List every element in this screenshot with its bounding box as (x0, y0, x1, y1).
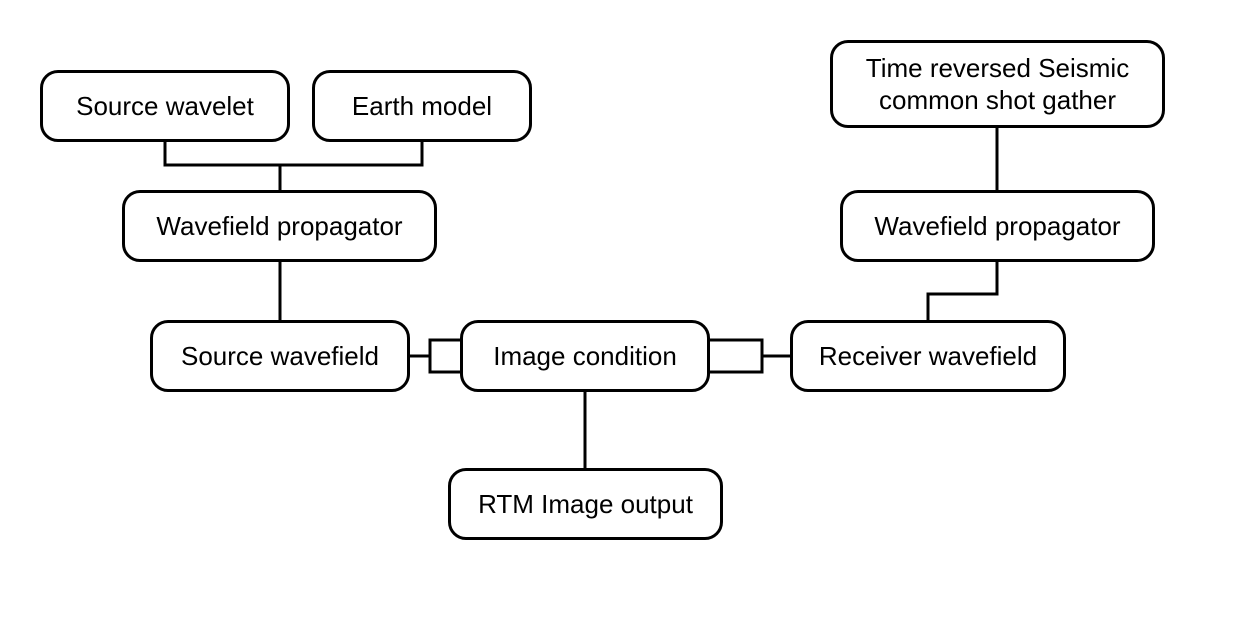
edge (165, 142, 280, 190)
edge (410, 356, 460, 372)
edge (928, 262, 997, 320)
edge (710, 356, 790, 372)
node-image-condition: Image condition (460, 320, 710, 392)
node-wavefield-propagator-right: Wavefield propagator (840, 190, 1155, 262)
node-source-wavefield: Source wavefield (150, 320, 410, 392)
node-label: Time reversed Seismiccommon shot gather (866, 52, 1129, 117)
node-rtm-output: RTM Image output (448, 468, 723, 540)
node-label: Source wavefield (181, 340, 379, 373)
edge (710, 340, 790, 356)
node-source-wavelet: Source wavelet (40, 70, 290, 142)
node-label: Wavefield propagator (156, 210, 402, 243)
edge (410, 340, 460, 356)
node-label: Image condition (493, 340, 677, 373)
node-label: Earth model (352, 90, 492, 123)
node-label: Wavefield propagator (874, 210, 1120, 243)
edge (280, 142, 422, 190)
node-time-reversed-seismic: Time reversed Seismiccommon shot gather (830, 40, 1165, 128)
node-wavefield-propagator-left: Wavefield propagator (122, 190, 437, 262)
flowchart-canvas: Source wavelet Earth model Wavefield pro… (0, 0, 1240, 629)
node-label: Receiver wavefield (819, 340, 1037, 373)
node-receiver-wavefield: Receiver wavefield (790, 320, 1066, 392)
node-label: RTM Image output (478, 488, 693, 521)
node-label: Source wavelet (76, 90, 254, 123)
node-earth-model: Earth model (312, 70, 532, 142)
